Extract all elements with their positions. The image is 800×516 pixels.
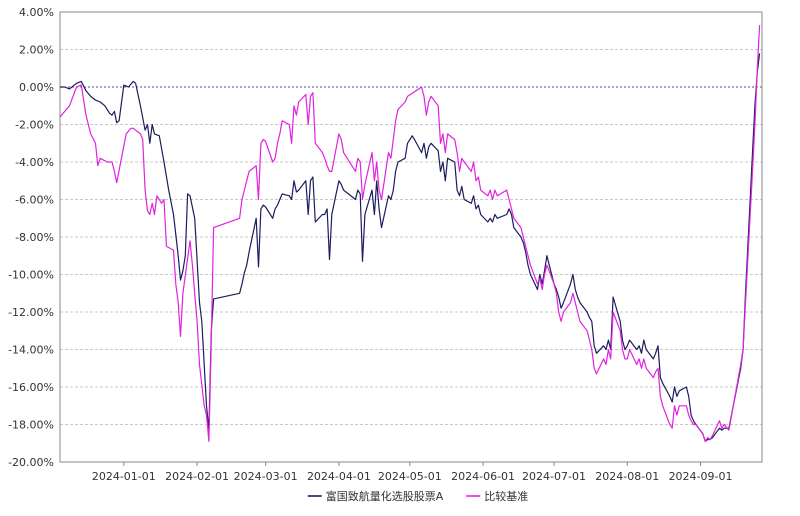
gridlines [60,11,762,463]
y-tick-label: 2.00% [19,44,54,57]
x-tick-label: 2024-01-01 [92,470,156,483]
x-axis: 2024-01-01 2024-02-01 2024-03-01 2024-04-01… [92,462,733,483]
legend-label-2: 比较基准 [484,489,528,503]
x-tick-label: 2024-03-01 [234,470,298,483]
x-tick-label: 2024-08-01 [595,470,659,483]
x-tick-label: 2024-07-01 [522,470,586,483]
y-tick-label: -6.00% [15,194,54,207]
y-tick-label: -14.00% [8,344,54,357]
y-tick-label: 0.00% [19,81,54,94]
y-tick-label: 4.00% [19,6,54,19]
series-layer [59,25,761,442]
x-tick-label: 2024-06-01 [451,470,515,483]
x-tick-label: 2024-05-01 [378,470,442,483]
x-tick-label: 2024-09-01 [669,470,733,483]
series-line-2 [59,25,761,442]
y-tick-label: -16.00% [8,381,54,394]
y-tick-label: -8.00% [15,231,54,244]
y-tick-label: -10.00% [8,269,54,282]
legend: 富国致航量化选股股票A 比较基准 [307,489,528,503]
y-tick-label: -4.00% [15,156,54,169]
x-tick-label: 2024-02-01 [165,470,229,483]
y-axis: 4.00% 2.00% 0.00% -2.00% -4.00% -6.00% -8.00% -… [8,6,54,469]
plot-frame [59,11,763,463]
y-tick-label: -18.00% [8,419,54,432]
series-line-1 [60,53,761,442]
y-tick-label: -2.00% [15,119,54,132]
y-tick-label: -12.00% [8,306,54,319]
x-tick-label: 2024-04-01 [307,470,371,483]
legend-label-1: 富国致航量化选股股票A [326,489,444,503]
y-tick-label: -20.00% [8,456,54,469]
